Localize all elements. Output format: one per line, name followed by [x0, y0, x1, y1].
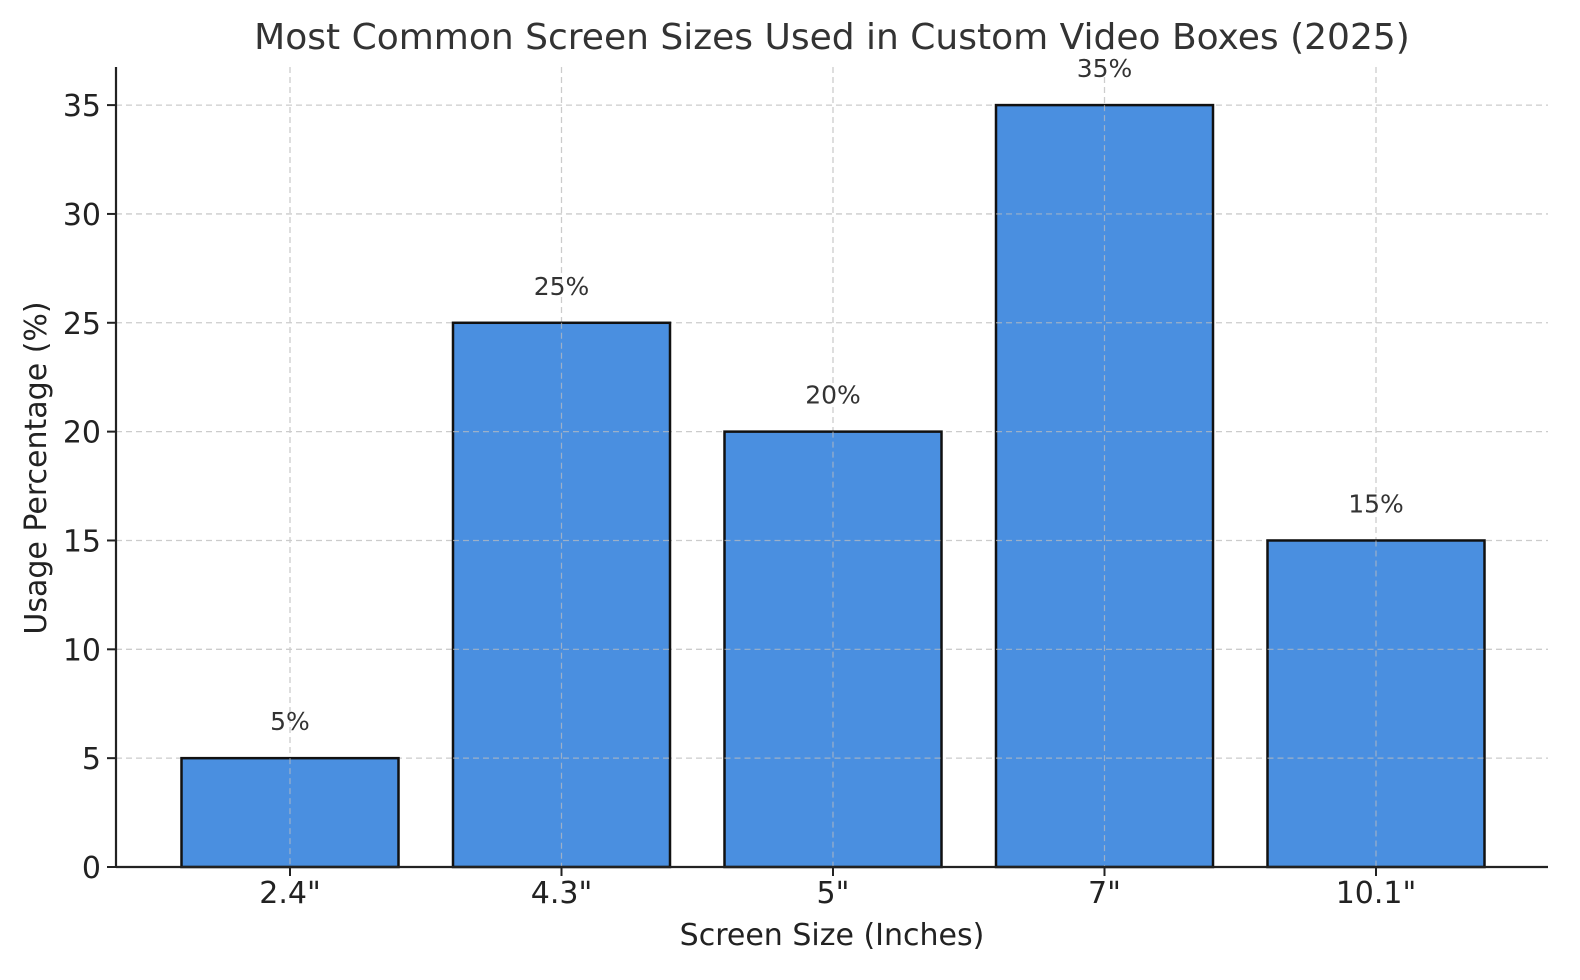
- bars: [180, 103, 1486, 869]
- axes: 0 5 10 15 20 25 30 35 2.4" 4.3" 5" 7" 10.1": [63, 67, 1548, 911]
- chart-title: Most Common Screen Sizes Used in Custom …: [254, 17, 1410, 58]
- y-tick-label: 20: [63, 416, 101, 451]
- x-tick-label: 10.1": [1336, 876, 1417, 911]
- x-tick-label: 5": [817, 876, 850, 911]
- y-tick-label: 25: [63, 307, 101, 342]
- bar-value-label: 5%: [270, 707, 310, 736]
- bar-value-label: 35%: [1077, 54, 1133, 83]
- y-tick-label: 10: [63, 633, 101, 668]
- y-tick-label: 15: [63, 524, 101, 559]
- bar-value-label: 20%: [805, 381, 861, 410]
- y-tick-label: 35: [63, 89, 101, 124]
- y-tick-label: 0: [82, 851, 101, 886]
- bar-value-label: 15%: [1348, 489, 1404, 518]
- bar-value-label: 25%: [534, 272, 590, 301]
- y-axis-label: Usage Percentage (%): [19, 301, 54, 634]
- y-tick-label: 5: [82, 742, 101, 777]
- data-labels: 5% 25% 20% 35% 15%: [270, 54, 1404, 736]
- x-tick-label: 2.4": [259, 876, 321, 911]
- x-tick-label: 7": [1088, 876, 1121, 911]
- x-tick-label: 4.3": [531, 876, 593, 911]
- x-axis-label: Screen Size (Inches): [680, 918, 985, 953]
- y-tick-label: 30: [63, 198, 101, 233]
